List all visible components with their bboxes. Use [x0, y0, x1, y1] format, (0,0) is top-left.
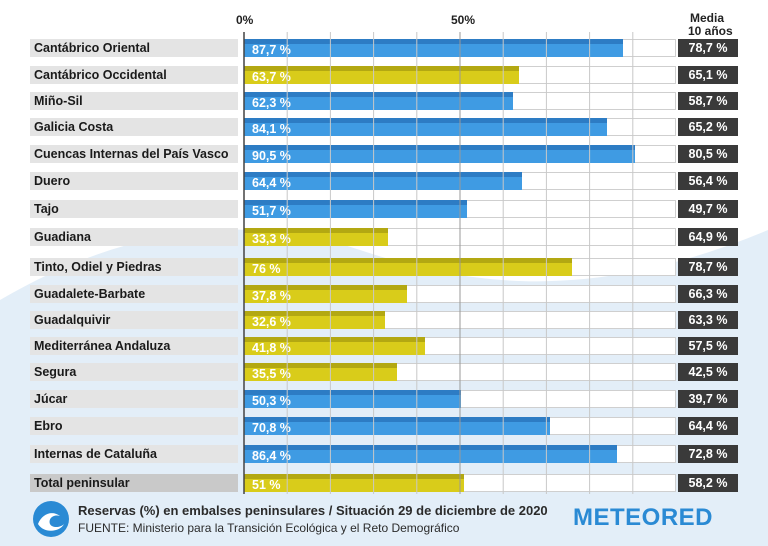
category-label: Segura — [30, 363, 238, 381]
category-label: Guadalquivir — [30, 311, 238, 329]
media-value: 78,7 % — [678, 258, 738, 276]
bar — [244, 474, 465, 492]
bar-value-label: 35,5 % — [252, 367, 291, 381]
category-label: Tinto, Odiel y Piedras — [30, 258, 238, 276]
category-label: Mediterránea Andaluza — [30, 337, 238, 355]
bar-value-label: 33,3 % — [252, 232, 291, 246]
category-label: Duero — [30, 172, 238, 190]
category-label: Tajo — [30, 200, 238, 218]
category-label: Miño-Sil — [30, 92, 238, 110]
bar — [244, 200, 468, 218]
bar — [244, 39, 623, 57]
media-value: 78,7 % — [678, 39, 738, 57]
bar — [244, 311, 385, 329]
bar-value-label: 51 % — [252, 478, 281, 492]
category-label: Ebro — [30, 417, 238, 435]
media-value: 57,5 % — [678, 337, 738, 355]
meteored-logo: METEORED — [573, 504, 714, 531]
media-value: 80,5 % — [678, 145, 738, 163]
bar-value-label: 87,7 % — [252, 43, 291, 57]
bar-value-label: 32,6 % — [252, 315, 291, 329]
media-value: 65,2 % — [678, 118, 738, 136]
media-value: 39,7 % — [678, 390, 738, 408]
bar — [244, 228, 388, 246]
axis-tick-0: 0% — [236, 13, 254, 27]
bar-value-label: 63,7 % — [252, 70, 291, 84]
bar — [244, 363, 398, 381]
chart-title: Reservas (%) en embalses peninsulares / … — [78, 503, 548, 518]
media-value: 72,8 % — [678, 445, 738, 463]
bar — [244, 66, 520, 84]
bar — [244, 92, 514, 110]
wave-icon — [33, 501, 69, 537]
bar-value-label: 51,7 % — [252, 204, 291, 218]
bar — [244, 145, 635, 163]
bar — [244, 118, 608, 136]
category-label: Cantábrico Occidental — [30, 66, 238, 84]
category-label: Total peninsular — [30, 474, 238, 492]
bar — [244, 172, 523, 190]
bar — [244, 445, 618, 463]
bar-value-label: 64,4 % — [252, 176, 291, 190]
media-value: 49,7 % — [678, 200, 738, 218]
chart-source: FUENTE: Ministerio para la Transición Ec… — [78, 521, 460, 535]
bar — [244, 285, 408, 303]
bar — [244, 258, 573, 276]
bar-value-label: 84,1 % — [252, 122, 291, 136]
bar-value-label: 37,8 % — [252, 289, 291, 303]
category-label: Júcar — [30, 390, 238, 408]
axis-tick-50: 50% — [451, 13, 476, 27]
media-value: 42,5 % — [678, 363, 738, 381]
bar — [244, 390, 462, 408]
media-header-line1: Media — [690, 11, 725, 25]
media-value: 63,3 % — [678, 311, 738, 329]
media-value: 58,2 % — [678, 474, 738, 492]
category-label: Cantábrico Oriental — [30, 39, 238, 57]
bar-value-label: 86,4 % — [252, 449, 291, 463]
category-label: Guadalete-Barbate — [30, 285, 238, 303]
category-label: Internas de Cataluña — [30, 445, 238, 463]
bar — [244, 337, 425, 355]
bar-value-label: 62,3 % — [252, 96, 291, 110]
bar-value-label: 50,3 % — [252, 394, 291, 408]
media-header-line2: 10 años — [688, 24, 733, 38]
media-value: 58,7 % — [678, 92, 738, 110]
media-value: 64,4 % — [678, 417, 738, 435]
bar-value-label: 41,8 % — [252, 341, 291, 355]
bar — [244, 417, 550, 435]
category-label: Cuencas Internas del País Vasco — [30, 145, 238, 163]
media-value: 66,3 % — [678, 285, 738, 303]
bar-value-label: 76 % — [252, 262, 281, 276]
media-value: 65,1 % — [678, 66, 738, 84]
media-value: 56,4 % — [678, 172, 738, 190]
media-value: 64,9 % — [678, 228, 738, 246]
category-label: Guadiana — [30, 228, 238, 246]
category-label: Galicia Costa — [30, 118, 238, 136]
bar-value-label: 90,5 % — [252, 149, 291, 163]
bar-value-label: 70,8 % — [252, 421, 291, 435]
